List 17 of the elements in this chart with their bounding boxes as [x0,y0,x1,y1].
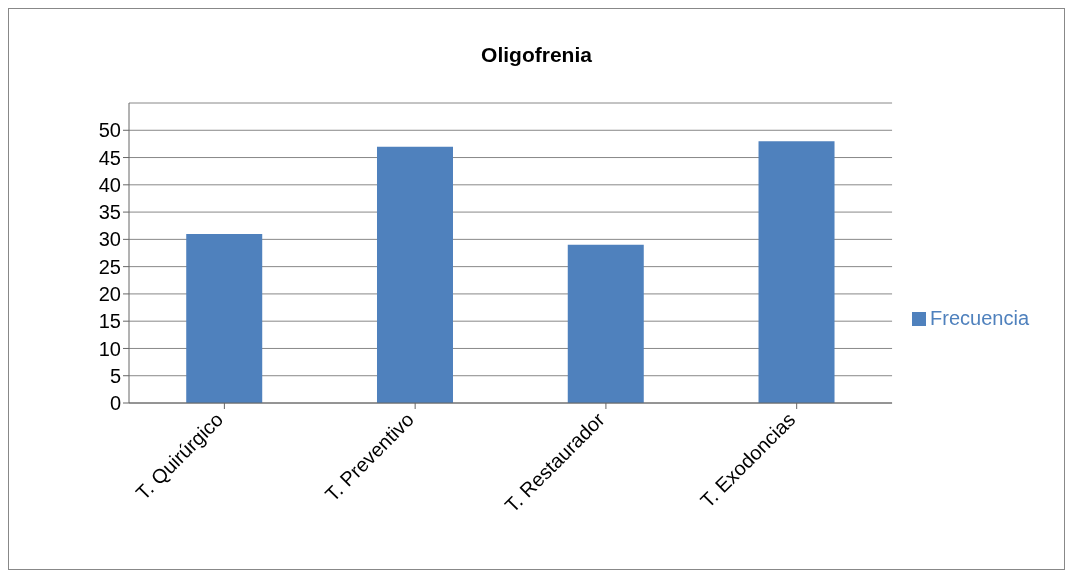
bar [377,146,453,403]
bar [186,233,263,403]
y-tick-label: 10 [98,337,121,360]
bar [567,244,644,403]
y-tick-label: 25 [98,255,121,278]
legend-label: Frecuencia [930,306,1029,329]
y-tick-label: 30 [98,228,121,251]
y-tick-label: 5 [109,364,121,387]
chart-title: Oligofrenia [480,42,593,68]
y-tick-label: 45 [98,146,121,169]
bar [758,141,835,403]
y-tick-label: 0 [109,392,121,415]
y-tick-label: 35 [98,201,121,224]
y-tick-label: 20 [98,283,121,306]
y-tick-label: 15 [98,310,121,333]
y-tick-label: 40 [98,173,121,196]
y-tick-label: 50 [98,119,121,142]
